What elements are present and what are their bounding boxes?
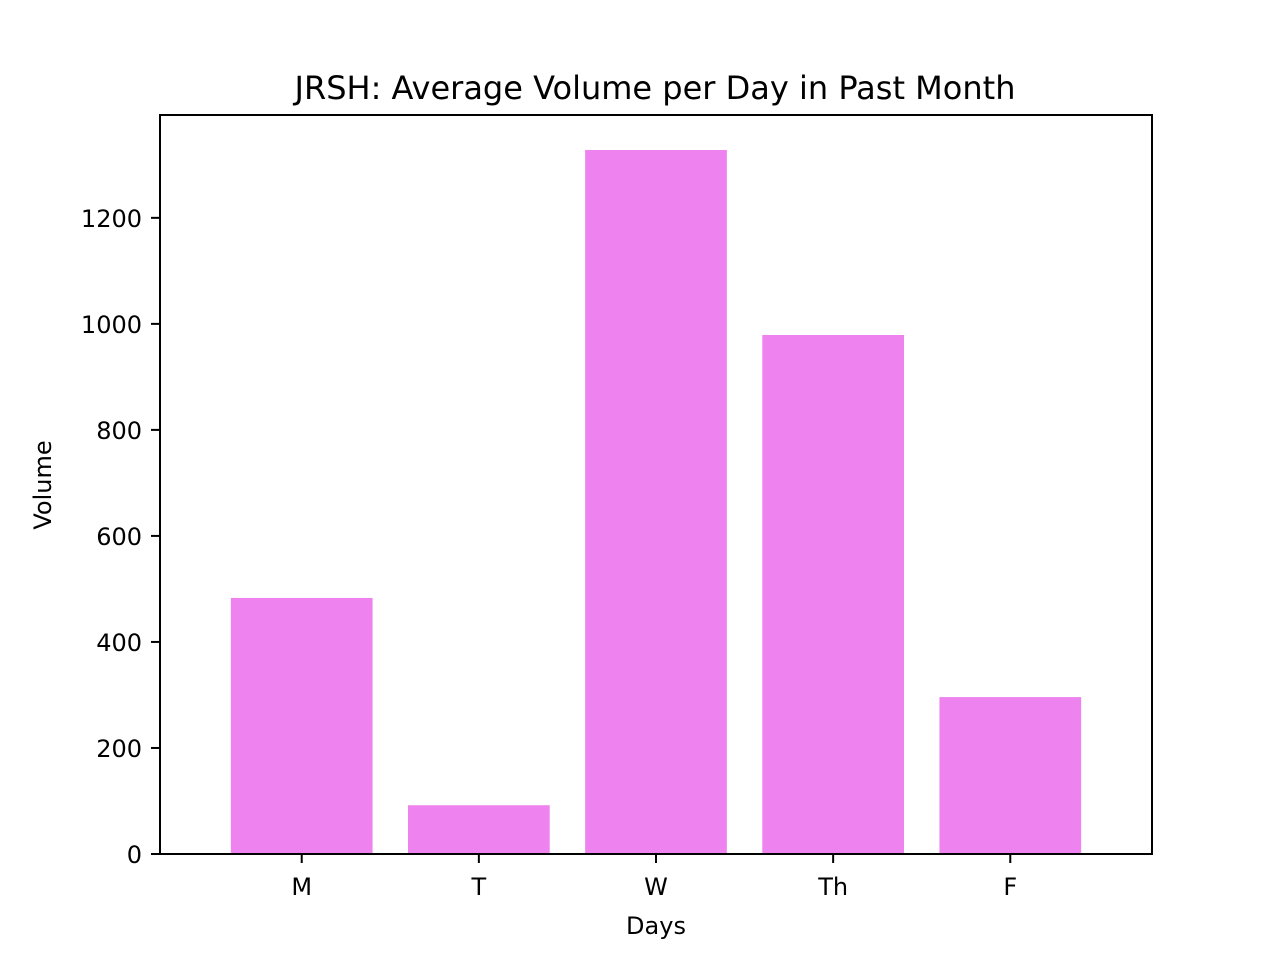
bars-group bbox=[230, 149, 1082, 855]
y-tick-label-600: 600 bbox=[96, 523, 142, 551]
bar-f bbox=[939, 697, 1082, 854]
y-tick-label-800: 800 bbox=[96, 417, 142, 445]
y-tick-label-0: 0 bbox=[127, 841, 142, 869]
x-tick-label-t: T bbox=[471, 873, 487, 901]
y-axis: 0 200 400 600 800 1000 1200 bbox=[81, 205, 160, 869]
chart-title: JRSH: Average Volume per Day in Past Mon… bbox=[293, 69, 1016, 107]
y-tick-label-200: 200 bbox=[96, 735, 142, 763]
x-axis-label: Days bbox=[626, 912, 686, 940]
bar-m bbox=[230, 597, 373, 854]
y-tick-label-400: 400 bbox=[96, 629, 142, 657]
y-tick-label-1200: 1200 bbox=[81, 205, 142, 233]
y-axis-label: Volume bbox=[29, 440, 57, 529]
x-tick-label-m: M bbox=[291, 873, 312, 901]
y-tick-label-1000: 1000 bbox=[81, 311, 142, 339]
bar-th bbox=[762, 335, 904, 854]
bar-w bbox=[585, 149, 727, 855]
x-tick-label-f: F bbox=[1003, 873, 1017, 901]
bar-t bbox=[408, 805, 550, 854]
x-axis: M T W Th F bbox=[291, 854, 1017, 901]
x-tick-label-w: W bbox=[644, 873, 668, 901]
x-tick-label-th: Th bbox=[817, 873, 848, 901]
